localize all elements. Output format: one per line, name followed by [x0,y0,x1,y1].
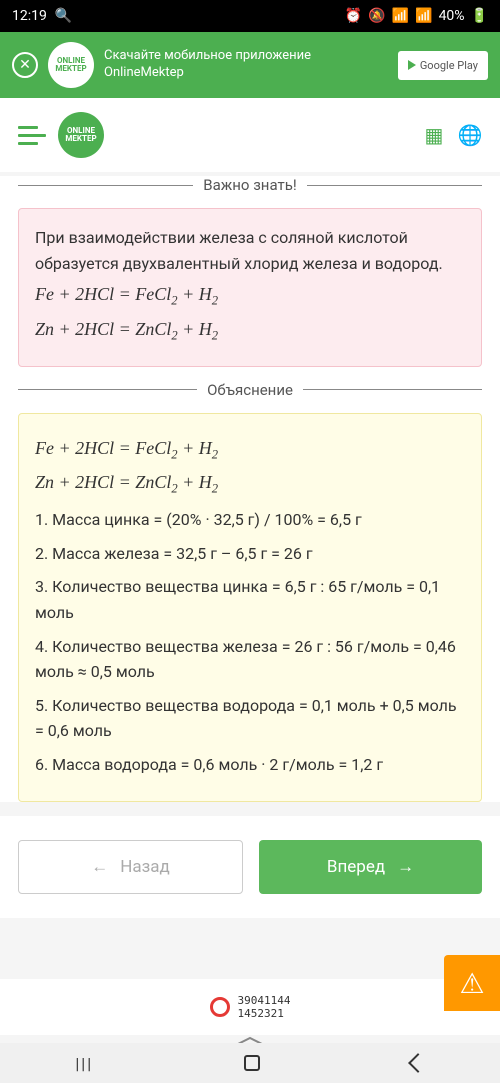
system-nav-bar: ||| [0,1043,500,1083]
num-line-2: 1452321 [238,1007,291,1020]
important-box: При взаимодействии железа с соляной кисл… [18,208,482,367]
nav-buttons: ← Назад Вперед → [0,816,500,918]
step-6: 6. Масса водорода = 0,6 моль · 2 г/моль … [35,752,465,778]
red-circle-icon [210,997,230,1017]
menu-icon[interactable] [18,126,46,145]
explanation-box: Fe + 2HCl = FeCl2 + H2 Zn + 2HCl = ZnCl2… [18,413,482,803]
formula-zn: Zn + 2HCl = ZnCl2 + H2 [35,315,465,346]
step-1: 1. Масса цинка = (20% · 32,5 г) / 100% =… [35,507,465,533]
status-time: 12:19 [12,8,47,24]
top-nav: ONLINE MEKTEP ▦ 🌐 [0,98,500,172]
forward-label: Вперед [327,857,385,877]
status-bar: 12:19 🔍 ⏰ 🔕 📶 📶 40% 🔋 [0,0,500,32]
wifi-icon: 📶 [392,8,409,24]
step-4: 4. Количество вещества железа = 26 г : 5… [35,634,465,685]
exp-formula-fe: Fe + 2HCl = FeCl2 + H2 [35,434,465,465]
step-2: 2. Масса железа = 32,5 г – 6,5 г = 26 г [35,541,465,567]
sys-back-button[interactable] [408,1053,428,1073]
forward-button[interactable]: Вперед → [259,840,482,894]
bottom-info: 39041144 1452321 [0,979,500,1035]
globe-icon[interactable]: 🌐 [458,123,482,147]
section-explanation-title: Объяснение [18,381,482,399]
banner-text: Скачайте мобильное приложение OnlineMekt… [104,48,388,82]
app-banner: ✕ ONLINE MEKTEP Скачайте мобильное прило… [0,32,500,98]
search-icon: 🔍 [55,8,72,24]
home-button[interactable] [244,1055,260,1071]
exp-formula-zn: Zn + 2HCl = ZnCl2 + H2 [35,468,465,499]
google-play-button[interactable]: Google Play [398,51,488,80]
section-important-title: Важно знать! [18,176,482,194]
step-5: 5. Количество вещества водорода = 0,1 мо… [35,693,465,744]
play-label: Google Play [420,59,478,72]
recents-button[interactable]: ||| [75,1054,93,1073]
mute-icon: 🔕 [368,8,385,24]
arrow-left-icon: ← [91,857,108,877]
signal-icon: 📶 [415,8,432,24]
play-icon [408,60,416,70]
back-button[interactable]: ← Назад [18,840,243,894]
num-line-1: 39041144 [238,994,291,1007]
nav-logo[interactable]: ONLINE MEKTEP [58,112,104,158]
main-content: Важно знать! При взаимодействии железа с… [0,176,500,802]
alarm-icon: ⏰ [345,8,362,24]
battery-icon: 🔋 [471,8,488,24]
banner-logo: ONLINE MEKTEP [48,42,94,88]
warning-icon: ⚠ [459,967,484,1000]
list-icon[interactable]: ▦ [422,123,446,147]
back-label: Назад [120,857,170,877]
alert-button[interactable]: ⚠ [444,955,500,1011]
important-intro: При взаимодействии железа с соляной кисл… [35,225,465,276]
banner-close-button[interactable]: ✕ [12,52,38,78]
battery-text: 40% [439,8,465,24]
arrow-right-icon: → [397,857,414,877]
step-3: 3. Количество вещества цинка = 6,5 г : 6… [35,574,465,625]
formula-fe: Fe + 2HCl = FeCl2 + H2 [35,280,465,311]
